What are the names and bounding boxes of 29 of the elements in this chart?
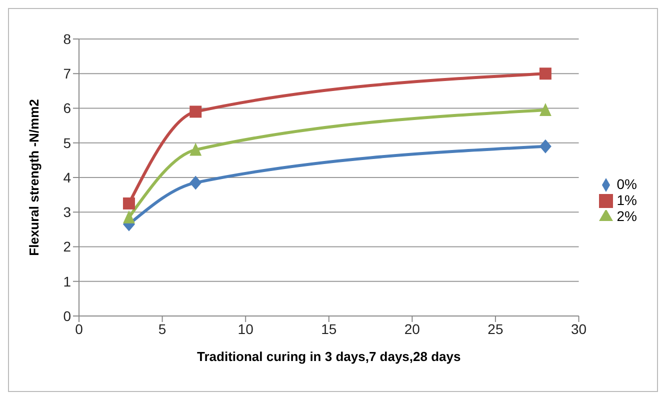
- y-tick-label: 2: [63, 238, 72, 255]
- y-tick-label: 4: [63, 169, 72, 186]
- legend-label: 2%: [616, 208, 637, 224]
- x-axis-title: Traditional curing in 3 days,7 days,28 days: [197, 349, 461, 364]
- point: [539, 68, 552, 80]
- y-axis-title: Flexural strength -N/mm2: [26, 99, 42, 256]
- point: [122, 197, 135, 210]
- point: [190, 106, 202, 118]
- legend-label: 1%: [616, 192, 637, 208]
- x-tick-label: 5: [158, 320, 166, 337]
- y-tick-label: 6: [63, 100, 72, 116]
- x-tick-label: 10: [238, 320, 254, 337]
- x-tick-label: 15: [321, 320, 337, 337]
- y-tick-label: 7: [63, 66, 72, 82]
- x-tick-label: 20: [404, 320, 420, 337]
- x-tick-label: 0: [75, 320, 84, 337]
- y-tick-label: 8: [63, 30, 72, 47]
- y-tick-label: 1: [63, 273, 72, 290]
- point: [190, 142, 202, 156]
- point: [122, 210, 135, 224]
- legend-label: 0%: [616, 176, 637, 192]
- y-tick-label: 0: [63, 308, 72, 324]
- y-tick-label: 5: [63, 134, 72, 151]
- y-tick-label: 3: [63, 204, 72, 220]
- x-tick-label: 25: [488, 320, 504, 337]
- point: [539, 139, 552, 154]
- x-tick-label: 30: [570, 320, 587, 337]
- point: [190, 176, 202, 190]
- point: [539, 102, 552, 116]
